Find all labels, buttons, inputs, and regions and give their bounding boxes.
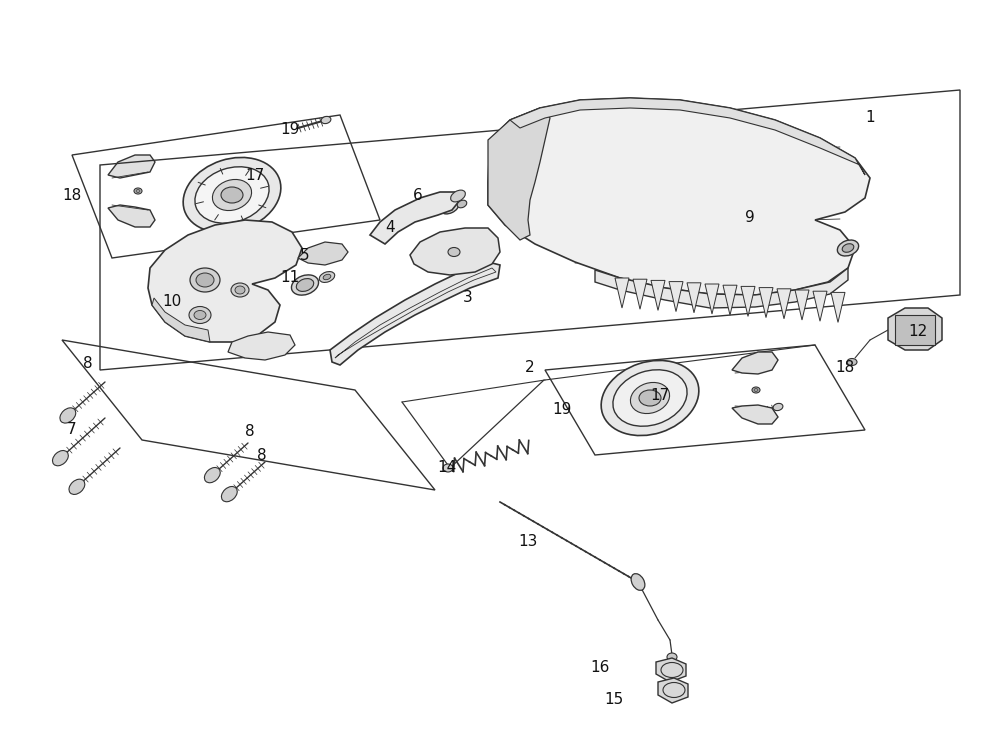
Text: 8: 8: [257, 448, 267, 462]
Ellipse shape: [323, 275, 331, 280]
Text: 6: 6: [413, 187, 423, 203]
Polygon shape: [777, 288, 791, 319]
Ellipse shape: [221, 487, 237, 502]
Ellipse shape: [196, 273, 214, 287]
Text: 17: 17: [650, 388, 670, 402]
Polygon shape: [813, 291, 827, 321]
Text: 5: 5: [300, 247, 310, 263]
Polygon shape: [732, 352, 778, 374]
Text: 18: 18: [835, 360, 855, 376]
Polygon shape: [488, 98, 870, 295]
Ellipse shape: [457, 200, 467, 208]
Ellipse shape: [195, 167, 269, 223]
Polygon shape: [152, 298, 210, 342]
Polygon shape: [759, 288, 773, 318]
Ellipse shape: [134, 188, 142, 194]
Text: 1: 1: [865, 111, 875, 126]
Text: 8: 8: [83, 355, 93, 371]
Ellipse shape: [190, 268, 220, 292]
Ellipse shape: [442, 202, 458, 214]
Text: 9: 9: [745, 211, 755, 225]
Ellipse shape: [847, 358, 857, 366]
Text: 7: 7: [67, 423, 77, 437]
Ellipse shape: [321, 117, 331, 123]
Polygon shape: [633, 279, 647, 309]
Ellipse shape: [53, 451, 68, 466]
Text: 11: 11: [280, 271, 300, 286]
Polygon shape: [723, 286, 737, 315]
Polygon shape: [108, 205, 155, 227]
Polygon shape: [658, 678, 688, 703]
Polygon shape: [615, 278, 629, 308]
Ellipse shape: [319, 272, 335, 283]
Ellipse shape: [842, 244, 854, 252]
Polygon shape: [651, 280, 665, 310]
Ellipse shape: [613, 370, 687, 426]
Ellipse shape: [60, 408, 76, 423]
Ellipse shape: [448, 247, 460, 256]
Ellipse shape: [630, 382, 670, 413]
Polygon shape: [488, 108, 550, 240]
Polygon shape: [705, 284, 719, 314]
Polygon shape: [510, 98, 865, 175]
Ellipse shape: [221, 187, 243, 203]
Polygon shape: [669, 282, 683, 312]
Ellipse shape: [235, 286, 245, 294]
Text: 8: 8: [245, 424, 255, 440]
Ellipse shape: [204, 468, 220, 483]
Text: 18: 18: [62, 189, 82, 203]
Text: 4: 4: [385, 220, 395, 236]
Polygon shape: [795, 290, 809, 320]
Text: 12: 12: [908, 324, 928, 340]
Polygon shape: [298, 242, 348, 265]
Text: 17: 17: [245, 167, 265, 183]
Ellipse shape: [443, 464, 453, 472]
Ellipse shape: [754, 388, 758, 391]
Ellipse shape: [69, 479, 85, 495]
Ellipse shape: [837, 240, 859, 256]
Ellipse shape: [667, 653, 677, 661]
Polygon shape: [595, 268, 848, 308]
Ellipse shape: [451, 190, 465, 202]
Text: 2: 2: [525, 360, 535, 376]
Text: 19: 19: [552, 402, 572, 418]
Ellipse shape: [296, 279, 314, 291]
Ellipse shape: [189, 307, 211, 324]
Polygon shape: [895, 315, 935, 345]
Polygon shape: [831, 292, 845, 322]
Ellipse shape: [631, 574, 645, 590]
Polygon shape: [741, 286, 755, 316]
Ellipse shape: [601, 360, 699, 435]
Ellipse shape: [194, 310, 206, 319]
Text: 16: 16: [590, 661, 610, 675]
Polygon shape: [732, 405, 778, 424]
Polygon shape: [330, 262, 500, 365]
Ellipse shape: [291, 275, 319, 295]
Polygon shape: [148, 220, 302, 342]
Ellipse shape: [752, 387, 760, 393]
Polygon shape: [228, 332, 295, 360]
Text: 14: 14: [437, 460, 457, 476]
Polygon shape: [370, 192, 460, 244]
Text: 19: 19: [280, 123, 300, 137]
Polygon shape: [687, 283, 701, 313]
Ellipse shape: [212, 179, 252, 211]
Polygon shape: [888, 308, 942, 350]
Polygon shape: [410, 228, 500, 275]
Polygon shape: [656, 658, 686, 682]
Text: 3: 3: [463, 291, 473, 305]
Polygon shape: [108, 155, 155, 178]
Text: 10: 10: [162, 294, 182, 310]
Text: 15: 15: [604, 692, 624, 708]
Ellipse shape: [773, 404, 783, 410]
Ellipse shape: [136, 189, 140, 192]
Ellipse shape: [639, 390, 661, 406]
Text: 13: 13: [518, 534, 538, 550]
Ellipse shape: [231, 283, 249, 297]
Ellipse shape: [183, 157, 281, 233]
